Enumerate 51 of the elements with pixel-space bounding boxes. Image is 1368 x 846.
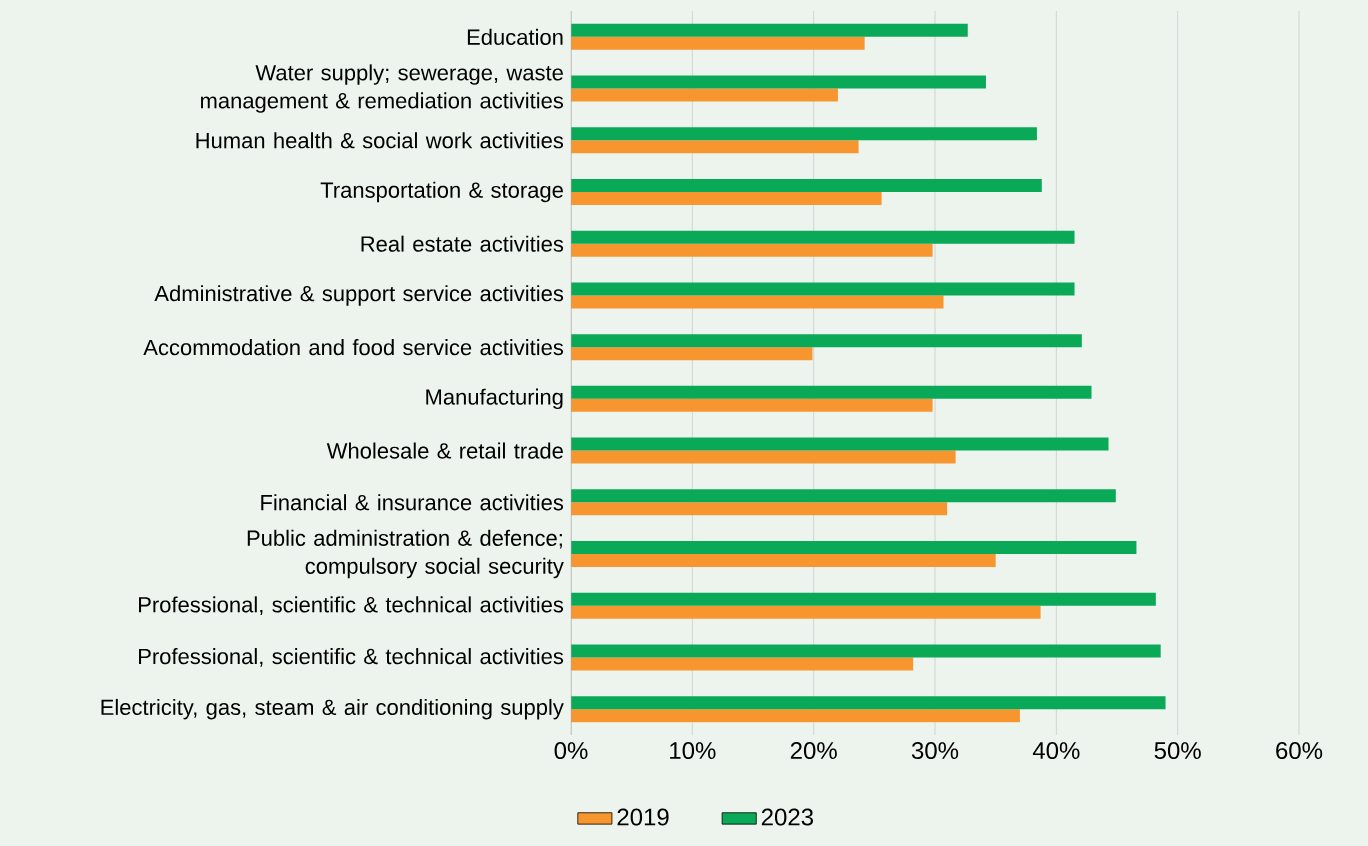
bar — [571, 75, 986, 89]
legend-label: 2019 — [617, 808, 669, 826]
x-tick-label: 30% — [911, 742, 959, 760]
bar — [571, 23, 968, 37]
y-tick-label: Electricity, gas, steam & air conditioning supply — [101, 698, 564, 720]
x-tick-label: 60% — [1276, 742, 1323, 760]
y-tick-label: Water supply; sewerage, waste management & remediation activities — [201, 64, 564, 113]
x-tick-label: 20% — [790, 742, 837, 760]
y-tick-label: Education — [467, 28, 563, 45]
y-tick-label: Professional, scientific & technical activities — [139, 648, 564, 667]
bar — [571, 554, 996, 568]
legend-label: 2023 — [761, 808, 814, 826]
y-tick-label: Wholesale & retail trade — [326, 442, 563, 459]
bar — [571, 489, 1116, 503]
bar — [571, 347, 813, 361]
bar — [571, 450, 956, 464]
bar — [571, 192, 882, 205]
bar — [571, 230, 1075, 244]
y-tick-label: Human health & social work activities — [196, 132, 564, 149]
bar — [571, 605, 1041, 619]
bar — [571, 437, 1109, 451]
bar — [571, 696, 1166, 710]
bar — [571, 243, 933, 257]
x-tick-label: 0% — [554, 742, 588, 760]
y-tick-label: Manufacturing — [426, 388, 563, 410]
bar — [571, 657, 914, 671]
y-tick-label: Public administration & defence; compulsory social security — [247, 529, 564, 579]
bar — [571, 398, 933, 412]
x-tick-label: 50% — [1154, 742, 1201, 760]
bar — [571, 502, 948, 516]
y-tick-label: Professional, scientific & technical activities — [139, 596, 564, 616]
y-tick-label: Accommodation and food service activities — [143, 339, 564, 356]
bar — [571, 140, 859, 154]
y-tick-label: Transportation & storage — [320, 181, 563, 203]
y-tick-label: Financial & insurance activities — [261, 494, 564, 511]
bar — [571, 334, 1082, 348]
bar — [571, 88, 838, 102]
bar — [571, 36, 865, 50]
bar — [571, 127, 1037, 141]
bar — [571, 179, 1042, 193]
bar — [571, 385, 1092, 399]
bar — [571, 592, 1156, 606]
x-tick-label: 10% — [670, 742, 716, 760]
bar — [571, 541, 1137, 555]
x-tick-label: 40% — [1032, 742, 1080, 760]
y-tick-label: Administrative & support service activities — [154, 285, 564, 306]
bar — [571, 295, 944, 309]
bar — [571, 644, 1161, 658]
y-tick-label: Real estate activities — [361, 235, 564, 252]
bar — [571, 709, 1020, 723]
bar — [571, 282, 1075, 296]
